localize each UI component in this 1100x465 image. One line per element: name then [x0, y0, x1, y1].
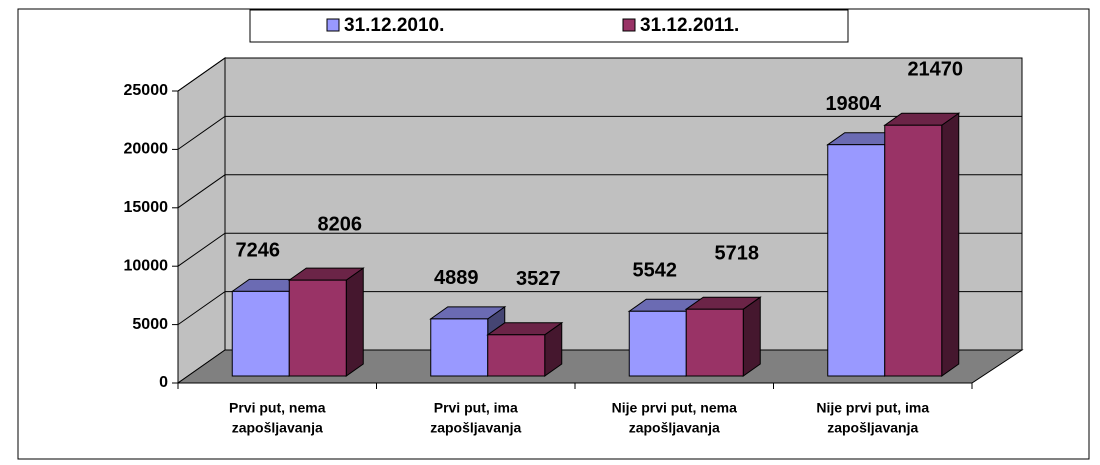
grid-line: [177, 291, 1022, 326]
bar-side: [742, 296, 761, 377]
data-label: 21470: [907, 59, 963, 81]
bar: [884, 124, 943, 377]
bar-side: [941, 112, 960, 377]
bar: [827, 144, 886, 377]
data-label: 19804: [825, 93, 881, 115]
data-label: 8206: [318, 213, 363, 235]
y-tick-label: 15000: [124, 199, 169, 216]
legend-swatch: [326, 18, 340, 32]
bar: [685, 308, 744, 377]
legend-swatch: [622, 18, 636, 32]
legend-label: 31.12.2011.: [640, 15, 739, 36]
legend-label: 31.12.2010.: [344, 15, 444, 36]
bar: [288, 279, 347, 377]
data-label: 7246: [236, 240, 281, 262]
x-tick-label: Nije prvi put, nema: [612, 400, 737, 416]
data-label: 3527: [516, 268, 561, 290]
side-wall: [177, 57, 226, 384]
x-tick-label: zapošljavanja: [629, 420, 720, 436]
x-tick-label: zapošljavanja: [232, 420, 323, 436]
data-label: 4889: [434, 267, 479, 289]
x-tick-label: zapošljavanja: [827, 420, 918, 436]
grid-line: [177, 115, 1022, 150]
x-tick-label: zapošljavanja: [430, 420, 521, 436]
y-tick-label: 25000: [124, 82, 169, 99]
bar-side: [345, 267, 364, 377]
x-tick-label: Prvi put, nema: [229, 400, 326, 416]
bar: [430, 318, 489, 377]
grid-line: [177, 57, 1022, 92]
y-tick-label: 0: [159, 374, 168, 391]
data-label: 5718: [715, 242, 760, 264]
data-label: 5542: [633, 260, 678, 282]
y-tick-label: 5000: [132, 316, 168, 333]
bar: [487, 334, 546, 377]
x-tick-label: Prvi put, ima: [434, 400, 518, 416]
legend-box: [249, 9, 849, 43]
bar: [231, 290, 290, 377]
y-tick-label: 10000: [124, 257, 169, 274]
x-tick-label: Nije prvi put, ima: [816, 400, 929, 416]
y-tick-label: 20000: [124, 141, 169, 158]
bar: [628, 310, 687, 377]
grid-line: [177, 174, 1022, 209]
grid-line: [177, 232, 1022, 267]
